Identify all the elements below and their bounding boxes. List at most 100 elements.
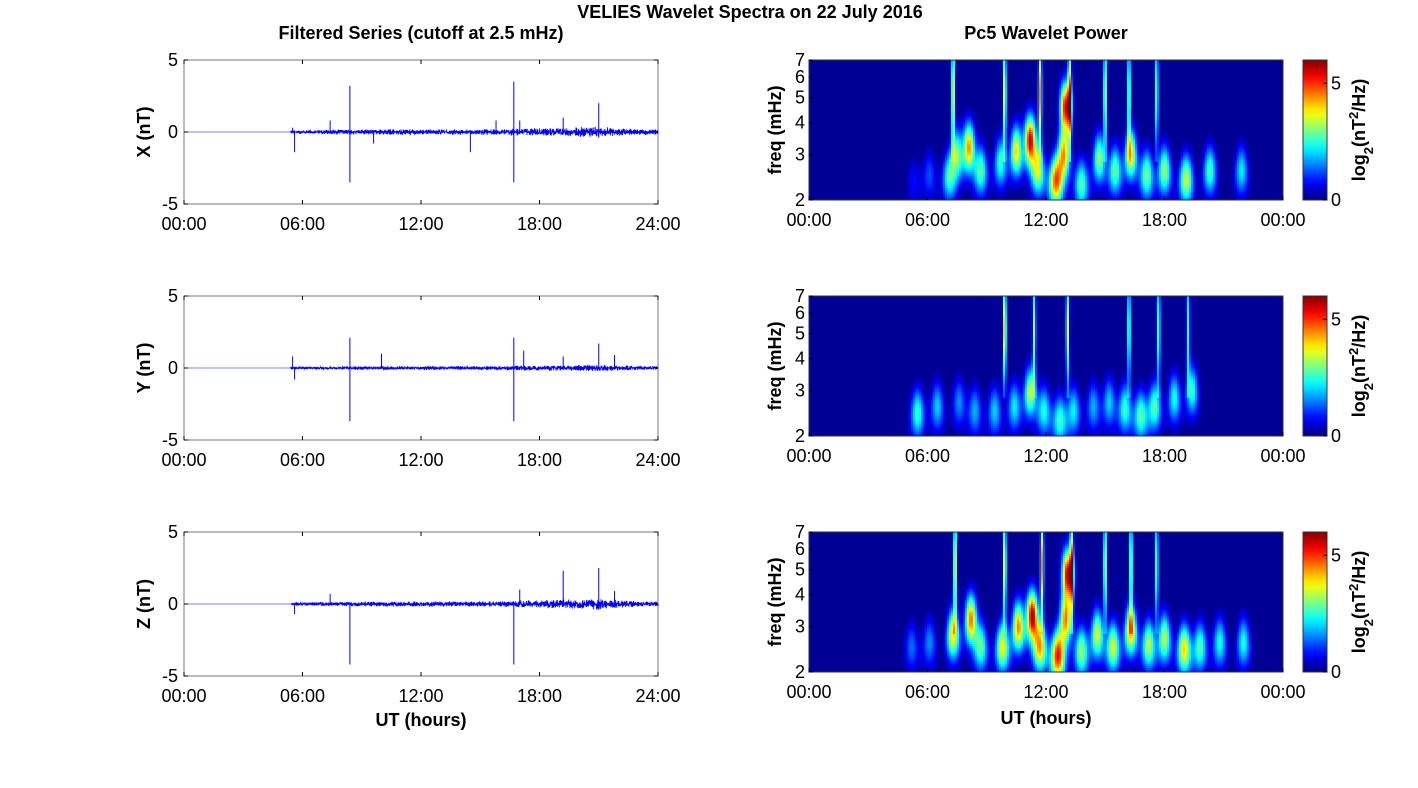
wavelet-cell <box>1073 88 1076 91</box>
wavelet-cell <box>1241 136 1244 139</box>
wavelet-cell <box>1039 80 1042 83</box>
wavelet-cell <box>963 178 966 181</box>
wavelet-cell <box>1083 174 1086 177</box>
wavelet-cell <box>1127 124 1130 127</box>
wavelet-cell <box>1119 154 1122 157</box>
wavelet-cell <box>953 128 956 131</box>
wavelet-cell <box>1009 152 1012 155</box>
wavelet-cell <box>1039 62 1042 65</box>
wavelet-cell <box>1039 64 1042 67</box>
wavelet-cell <box>1025 168 1028 171</box>
wavelet-cell <box>985 150 988 153</box>
wavelet-cell <box>1127 72 1130 75</box>
wavelet-cell <box>955 152 958 155</box>
wavelet-cell <box>1025 136 1028 139</box>
wavelet-cell <box>945 180 948 183</box>
wavelet-cell <box>955 174 958 177</box>
wavelet-cell <box>1003 86 1006 89</box>
wavelet-cell <box>1127 146 1130 149</box>
wavelet-cell <box>1175 164 1178 167</box>
wavelet-cell <box>1061 114 1064 117</box>
wavelet-cell <box>925 172 928 175</box>
wavelet-cell <box>927 156 930 159</box>
wavelet-cell <box>953 146 956 149</box>
wavelet-cell <box>979 158 982 161</box>
wavelet-cell <box>1175 168 1178 171</box>
wavelet-cell <box>1065 106 1068 109</box>
wavelet-cell <box>1149 148 1152 151</box>
wavelet-cell <box>1183 146 1186 149</box>
wavelet-cell <box>1021 166 1024 169</box>
wavelet-cell <box>1249 162 1252 165</box>
wavelet-cell <box>973 130 976 133</box>
wavelet-cell <box>1151 170 1154 173</box>
wavelet-cell <box>911 172 914 175</box>
wavelet-cell <box>1203 150 1206 153</box>
wavelet-cell <box>1049 164 1052 167</box>
wavelet-cell <box>1119 136 1122 139</box>
wavelet-cell <box>1071 122 1074 125</box>
wavelet-cell <box>979 174 982 177</box>
wavelet-cell <box>1029 180 1032 183</box>
wavelet-cell <box>1069 80 1072 83</box>
wavelet-cell <box>1129 144 1132 147</box>
wavelet-cell <box>1019 176 1022 179</box>
wavelet-cell <box>1075 170 1078 173</box>
wavelet-cell <box>1043 148 1046 151</box>
wavelet-cell <box>1009 136 1012 139</box>
wavelet-cell <box>1109 158 1112 161</box>
wavelet-cell <box>961 174 964 177</box>
wavelet-cell <box>1071 62 1074 65</box>
wavelet-cell <box>1071 168 1074 171</box>
wavelet-cell <box>1097 148 1100 151</box>
wavelet-cell <box>1155 118 1158 121</box>
wavelet-cell <box>1105 172 1108 175</box>
wavelet-cell <box>1115 178 1118 181</box>
wavelet-cell <box>1033 146 1036 149</box>
wavelet-cell <box>1103 152 1106 155</box>
wavelet-cell <box>973 164 976 167</box>
wavelet-cell <box>1001 78 1004 81</box>
wavelet-cell <box>1057 158 1060 161</box>
wavelet-cell <box>1141 176 1144 179</box>
wavelet-cell <box>1149 162 1152 165</box>
wavelet-cell <box>1115 164 1118 167</box>
wavelet-cell <box>1109 142 1112 145</box>
wavelet-cell <box>1065 68 1068 71</box>
wavelet-cell <box>1157 148 1160 151</box>
wavelet-cell <box>1127 118 1130 121</box>
wavelet-cell <box>1041 142 1044 145</box>
wavelet-cell <box>1037 152 1040 155</box>
wavelet-cell <box>1065 90 1068 93</box>
wavelet-cell <box>1179 150 1182 153</box>
wavelet-cell <box>1003 154 1006 157</box>
wavelet-cell <box>1073 104 1076 107</box>
wavelet-cell <box>951 84 954 87</box>
wavelet-cell <box>1173 164 1176 167</box>
wavelet-cell <box>1023 136 1026 139</box>
wavelet-cell <box>1035 166 1038 169</box>
wavelet-cell <box>957 124 960 127</box>
wavelet-cell <box>967 156 970 159</box>
wavelet-cell <box>979 168 982 171</box>
wavelet-cell <box>1187 156 1190 159</box>
wavelet-cell <box>957 170 960 173</box>
wavelet-cell <box>1015 130 1018 133</box>
wavelet-cell <box>1067 66 1070 69</box>
wavelet-cell <box>1013 130 1016 133</box>
wavelet-cell <box>1047 174 1050 177</box>
wavelet-cell <box>999 160 1002 163</box>
wavelet-cell <box>1165 132 1168 135</box>
wavelet-cell <box>1013 146 1016 149</box>
wavelet-cell <box>1025 114 1028 117</box>
wavelet-cell <box>1215 164 1218 167</box>
wavelet-cell <box>973 134 976 137</box>
wavelet-cell <box>1153 180 1156 183</box>
wavelet-cell <box>1067 148 1070 151</box>
wavelet-cell <box>949 174 952 177</box>
wavelet-cell <box>953 140 956 143</box>
wavelet-cell <box>1071 158 1074 161</box>
wavelet-cell <box>971 162 974 165</box>
wavelet-cell <box>1179 178 1182 181</box>
wavelet-cell <box>1151 180 1154 183</box>
